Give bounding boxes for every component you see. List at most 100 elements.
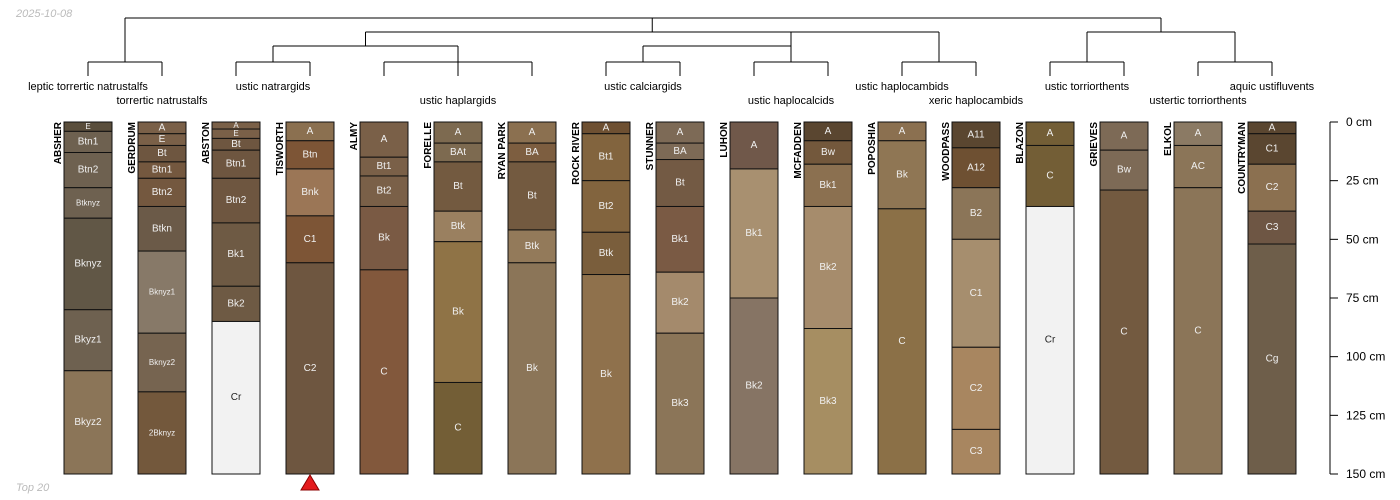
horizon-absher-bknyz [63, 217, 113, 311]
horizon-mcfadden-bk3 [803, 328, 853, 475]
horizon-label: Bk3 [671, 398, 689, 409]
profile-name-poposhia: POPOSHIA [867, 122, 878, 175]
horizon-almy-c [359, 269, 409, 475]
horizon-label: A [455, 127, 462, 138]
horizon-label: Btk [599, 248, 614, 259]
horizon-label: Bk [378, 233, 391, 244]
horizon-label: BA [525, 147, 539, 158]
horizon-almy-bk [359, 205, 409, 271]
horizon-gerdrum-2bknyz [137, 391, 187, 475]
profile-name-luhon: LUHON [719, 122, 730, 158]
horizon-label: C2 [1266, 182, 1279, 193]
depth-axis-tick-label: 75 cm [1346, 291, 1379, 305]
horizon-label: C3 [1266, 222, 1279, 233]
horizon-absher-bkyz1 [63, 309, 113, 372]
horizon-woodpass-c3 [951, 428, 1001, 475]
horizon-tisworth-c1 [285, 215, 335, 264]
horizon-countryman-cg [1247, 243, 1297, 475]
horizon-label: Btk [525, 241, 540, 252]
depth-axis-tick-label: 25 cm [1346, 174, 1379, 188]
horizon-forelle-bt [433, 161, 483, 212]
horizon-abston-cr [211, 320, 261, 475]
horizon-gerdrum-btn2 [137, 177, 187, 207]
profile-name-elkol: ELKOL [1163, 122, 1174, 156]
horizon-stunner-bk3 [655, 332, 705, 475]
horizon-label: C1 [970, 288, 983, 299]
horizon-ryan-park-bk [507, 262, 557, 475]
horizon-label: Btn1 [152, 165, 173, 176]
horizon-forelle-c [433, 381, 483, 475]
horizon-label: Bt [453, 181, 463, 192]
horizon-label: Bk2 [819, 262, 837, 273]
horizon-label: A [1121, 131, 1128, 142]
horizon-abston-btn2 [211, 177, 261, 224]
horizon-tisworth-c2 [285, 262, 335, 475]
horizon-label: Bt [157, 148, 167, 159]
horizon-label: Btn2 [152, 187, 173, 198]
horizon-rock-river-bt2 [581, 180, 631, 233]
horizon-forelle-btk [433, 210, 483, 243]
profile-name-stunner: STUNNER [645, 121, 656, 170]
group-label-torrertic-natrustalfs: torrertic natrustalfs [116, 95, 208, 107]
horizon-forelle-bk [433, 241, 483, 383]
horizon-label: A [825, 126, 832, 137]
horizon-label: Bk [526, 363, 539, 374]
horizon-label: Btknyz [76, 198, 100, 207]
horizon-abston-btn1 [211, 149, 261, 179]
horizon-blazon-cr [1025, 205, 1075, 475]
group-label-ustic-haplocambids: ustic haplocambids [855, 81, 949, 93]
horizon-label: A [1047, 128, 1054, 139]
horizon-label: A [899, 126, 906, 137]
horizon-label: A [1195, 128, 1202, 139]
horizon-label: A [159, 122, 166, 133]
horizon-label: C [1120, 327, 1127, 338]
depth-axis-tick-label: 50 cm [1346, 232, 1379, 246]
horizon-label: 2Bknyz [149, 428, 175, 437]
horizon-label: Bknyz [74, 258, 101, 269]
horizon-mcfadden-bk2 [803, 205, 853, 330]
horizon-stunner-bt [655, 159, 705, 207]
horizon-label: Bk [600, 369, 613, 380]
horizon-label: Bt2 [598, 201, 613, 212]
horizon-countryman-c2 [1247, 163, 1297, 212]
horizon-label: Btn [302, 149, 317, 160]
horizon-label: A11 [967, 129, 984, 140]
horizon-label: C [454, 423, 461, 434]
profile-name-rock-river: ROCK RIVER [571, 121, 582, 185]
profile-name-blazon: BLAZON [1015, 122, 1026, 164]
profile-name-forelle: FORELLE [423, 122, 434, 169]
horizon-poposhia-c [877, 208, 927, 475]
horizon-label: Bt2 [376, 186, 391, 197]
horizon-abston-bk2 [211, 285, 261, 322]
depth-axis-tick-label: 100 cm [1346, 350, 1385, 364]
horizon-rock-river-bt1 [581, 133, 631, 182]
horizon-label: Bk [452, 307, 465, 318]
horizon-label: Bk [896, 169, 909, 180]
horizon-label: Btn2 [226, 195, 247, 206]
horizon-label: E [85, 122, 90, 131]
horizon-label: Bnk [301, 187, 319, 198]
horizon-label: C2 [304, 363, 317, 374]
horizon-label: B2 [970, 208, 983, 219]
horizon-label: Btn1 [78, 136, 99, 147]
group-label-ustic-haplargids: ustic haplargids [420, 95, 497, 107]
horizon-luhon-bk1 [729, 168, 779, 299]
horizon-tisworth-btn [285, 140, 335, 170]
profile-name-absher: ABSHER [53, 121, 64, 164]
horizon-label: Bt [231, 139, 241, 150]
horizon-label: Bkyz1 [74, 335, 102, 346]
horizon-woodpass-b2 [951, 187, 1001, 240]
date-label: 2025-10-08 [16, 8, 73, 20]
horizon-label: A [307, 126, 314, 137]
depth-axis-tick-label: 150 cm [1346, 467, 1385, 481]
horizon-almy-a [359, 121, 409, 158]
horizon-label: Bk2 [671, 297, 689, 308]
profile-name-countryman: COUNTRYMAN [1237, 122, 1248, 194]
horizon-label: Bw [821, 147, 836, 158]
group-label-xeric-haplocambids: xeric haplocambids [929, 95, 1024, 107]
horizon-absher-btknyz [63, 187, 113, 219]
horizon-label: Bk1 [819, 180, 837, 191]
horizon-blazon-c [1025, 144, 1075, 207]
horizon-label: Bkyz2 [74, 417, 102, 428]
